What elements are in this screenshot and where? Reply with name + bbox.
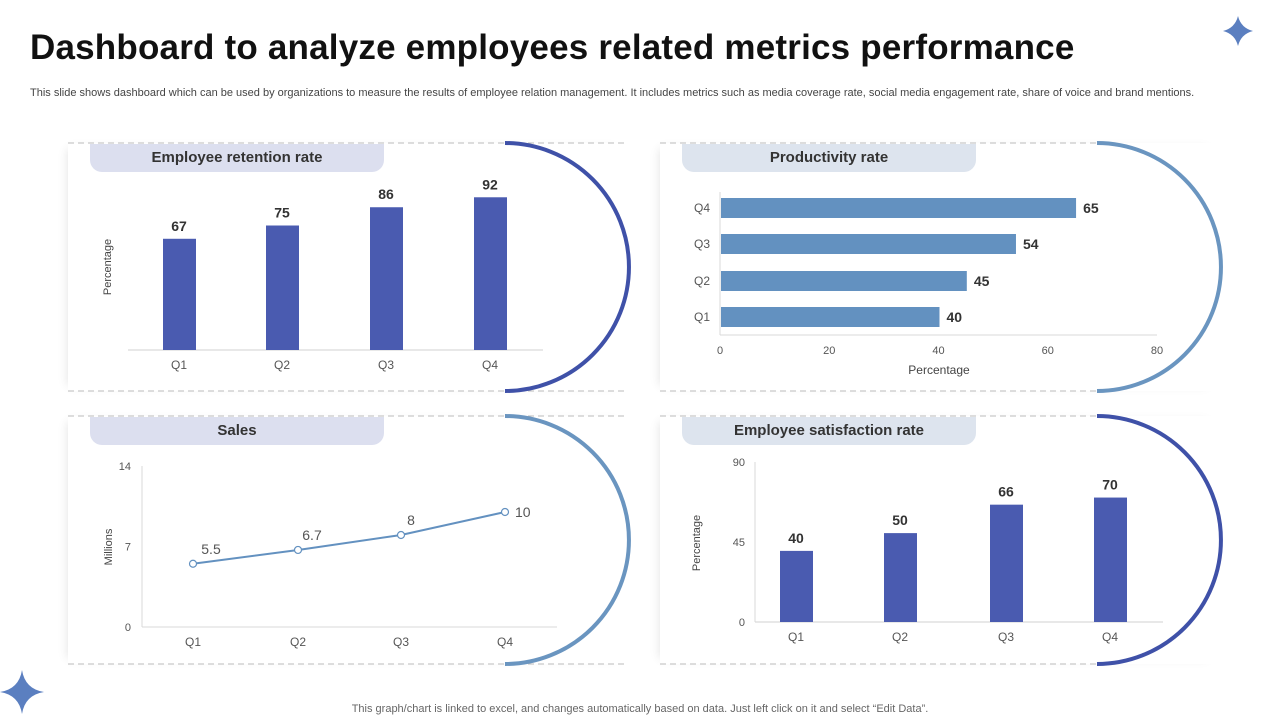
x-tick-label: 20	[823, 345, 835, 357]
chart-title-sales: Sales	[90, 417, 384, 445]
x-tick-label: Q3	[998, 630, 1014, 644]
x-tick-label: Q4	[482, 358, 498, 372]
data-label: 67	[171, 218, 187, 234]
bar-q4	[474, 197, 507, 350]
decorative-arc	[504, 141, 631, 393]
sparkle-star-icon	[0, 670, 44, 714]
chart-title-productivity: Productivity rate	[682, 144, 976, 172]
y-tick-label: Q3	[694, 237, 710, 251]
decorative-arc	[1096, 141, 1223, 393]
data-label: 5.5	[201, 541, 221, 557]
data-label: 6.7	[302, 527, 322, 543]
bar-q3	[370, 207, 403, 350]
x-tick-label: 0	[717, 345, 723, 357]
y-axis-label: Percentage	[102, 239, 114, 295]
y-tick-label: 14	[119, 461, 131, 473]
bar-q4	[1094, 497, 1127, 622]
x-tick-label: Q2	[290, 635, 306, 649]
data-label: 40	[788, 530, 804, 546]
x-axis-label: Percentage	[908, 363, 970, 377]
x-tick-label: Q1	[788, 630, 804, 644]
y-tick-label: 7	[125, 542, 131, 554]
data-label: 66	[998, 484, 1014, 500]
data-label: 8	[407, 512, 415, 528]
footer-note: This graph/chart is linked to excel, and…	[351, 703, 929, 715]
bar-q2	[721, 271, 967, 291]
data-label: 70	[1102, 477, 1118, 493]
sparkle-star-icon	[1223, 16, 1253, 46]
data-point	[293, 545, 303, 555]
data-label: 40	[947, 309, 963, 325]
x-tick-label: Q3	[393, 635, 409, 649]
bar-q1	[163, 238, 196, 350]
y-tick-label: Q1	[694, 310, 710, 324]
bar-q4	[721, 198, 1077, 218]
y-tick-label: 0	[125, 622, 131, 634]
x-tick-label: Q4	[1102, 630, 1118, 644]
x-tick-label: Q3	[378, 358, 394, 372]
data-label: 75	[274, 205, 290, 221]
data-label: 54	[1023, 236, 1039, 252]
y-axis-label: Percentage	[691, 515, 703, 571]
x-tick-label: Q1	[171, 358, 187, 372]
bar-q1	[780, 550, 813, 622]
data-label: 45	[974, 273, 990, 289]
y-axis-label: Millions	[103, 528, 115, 565]
x-tick-label: Q1	[185, 635, 201, 649]
bar-q1	[721, 307, 940, 327]
y-tick-label: Q2	[694, 274, 710, 288]
decorative-arc	[1096, 414, 1223, 666]
chart-title-satisfaction: Employee satisfaction rate	[682, 417, 976, 445]
data-point	[396, 530, 406, 540]
bar-q3	[990, 504, 1023, 622]
y-tick-label: Q4	[694, 201, 710, 215]
data-label: 65	[1083, 200, 1099, 216]
x-tick-label: Q4	[497, 635, 513, 649]
y-tick-label: 90	[733, 457, 745, 469]
x-tick-label: Q2	[274, 358, 290, 372]
data-label: 10	[515, 504, 531, 520]
data-label: 86	[378, 186, 394, 202]
page-title: Dashboard to analyze employees related m…	[30, 28, 1075, 67]
x-tick-label: 40	[932, 345, 944, 357]
y-tick-label: 0	[739, 617, 745, 629]
x-tick-label: Q2	[892, 630, 908, 644]
sales-line	[192, 511, 506, 565]
panel-productivity	[660, 143, 1220, 391]
x-tick-label: 60	[1042, 345, 1054, 357]
panel-sales	[68, 416, 628, 664]
data-label: 92	[482, 176, 498, 192]
bar-q2	[266, 225, 299, 350]
bar-q3	[721, 234, 1016, 254]
page-subtitle: This slide shows dashboard which can be …	[30, 87, 1195, 99]
data-point	[188, 559, 198, 568]
x-tick-label: 80	[1151, 345, 1163, 357]
decorative-arc	[504, 414, 631, 666]
bar-q2	[884, 533, 917, 622]
data-label: 50	[892, 512, 908, 528]
chart-title-retention: Employee retention rate	[90, 144, 384, 172]
data-point	[500, 507, 510, 517]
y-tick-label: 45	[733, 537, 745, 549]
